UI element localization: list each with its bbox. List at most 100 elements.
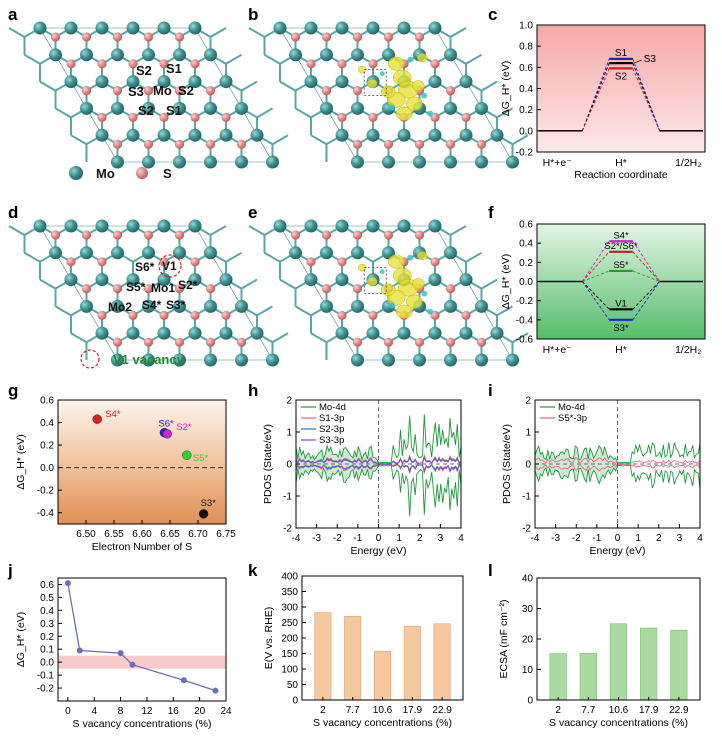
mo-atom <box>475 155 488 169</box>
mo-atom <box>351 101 364 115</box>
mo-atom <box>382 353 395 367</box>
bar <box>374 651 391 701</box>
s-atom <box>430 257 440 267</box>
x-tick-label: 4 <box>458 533 464 544</box>
site-label: S3 <box>128 84 144 99</box>
mo-atom <box>444 155 457 169</box>
s-atom <box>368 112 378 122</box>
mo-atom <box>428 219 442 233</box>
y-tick-label: 30 <box>522 604 534 615</box>
s-atom <box>174 230 185 240</box>
bond <box>23 251 41 263</box>
mo-atom <box>366 219 380 233</box>
y-axis-label: E(V vs. RHE) <box>263 607 275 669</box>
legend-mo-label: Mo <box>96 166 115 181</box>
chart-l: 2 7.7 10.6 17.9 22.9 0 10 20 30 40 S vacancy conce… <box>498 574 701 729</box>
y-tick-label: -2 <box>522 524 531 535</box>
structure-a <box>8 21 289 169</box>
connector-line <box>632 281 660 310</box>
bond <box>225 53 243 65</box>
s-atom <box>159 310 169 320</box>
x-tick-label: 6.65 <box>160 529 180 540</box>
panel-label-h: h <box>248 381 258 400</box>
connector-line <box>632 68 661 132</box>
s-atom <box>221 310 231 320</box>
mo-atom <box>157 128 171 142</box>
mo-atom <box>64 219 78 233</box>
mo-atom <box>289 246 302 260</box>
y-tick-label: 0.4 <box>40 418 54 429</box>
x-tick-label: 1 <box>635 533 641 544</box>
panel-label-j: j <box>7 561 13 580</box>
s-atom <box>174 86 185 96</box>
mo-atom <box>250 326 264 340</box>
vacancy-legend-label: V1 vacancy <box>113 352 185 367</box>
bond <box>70 332 88 344</box>
bond <box>511 134 529 146</box>
mo-atom <box>64 21 78 35</box>
s-atom <box>236 337 247 347</box>
y-tick-label: 0.0 <box>40 658 54 669</box>
charge-blob <box>381 85 396 98</box>
x-tick-label: 0 <box>615 533 621 544</box>
x-axis-label: Energy (eV) <box>350 545 406 557</box>
charge-blob <box>412 80 425 91</box>
site-label: S1 <box>166 61 182 76</box>
bar <box>609 623 628 701</box>
category-label: H*+e⁻ <box>543 157 573 169</box>
data-point <box>76 647 83 654</box>
chart-h: -2 -1 0 1 2 -4 -3 -2 -1 0 1 2 3 4 Energy (eV) PDOS (Sta… <box>262 396 464 558</box>
x-tick-label: 0 <box>65 706 71 717</box>
s-atom <box>290 32 301 42</box>
y-tick-label: 100 <box>281 665 298 676</box>
mo-atom <box>204 48 217 62</box>
vacancy-icon <box>80 349 100 369</box>
y-tick-label: 20 <box>522 635 534 646</box>
mo-atom <box>142 353 155 367</box>
s-atom <box>461 112 471 122</box>
mo-atom <box>80 299 93 313</box>
s-atom <box>321 86 332 96</box>
bond <box>279 278 297 290</box>
y-axis-label: PDOS (State/eV) <box>262 424 274 504</box>
bond <box>39 80 57 92</box>
y-tick-label: 150 <box>281 649 298 660</box>
data-point <box>212 687 219 694</box>
connector-line <box>582 251 610 282</box>
s-atom <box>143 86 154 96</box>
charge-depletion <box>421 92 428 99</box>
mo-atom <box>80 246 93 260</box>
optimal-band <box>58 655 226 669</box>
category-label: 2 <box>555 705 561 716</box>
s-atom <box>445 284 456 294</box>
s-atom <box>112 86 123 96</box>
s-atom <box>205 284 216 294</box>
mo-atom <box>126 219 140 233</box>
s-atom <box>97 112 107 122</box>
s-atom <box>143 230 154 240</box>
panel-label-i: i <box>488 381 493 400</box>
y-tick-label: -0.1 <box>37 671 55 682</box>
legend-s-label: S <box>163 166 172 181</box>
s-atom <box>205 86 216 96</box>
mo-atom <box>397 219 411 233</box>
bond <box>465 53 483 65</box>
charge-blob <box>396 106 413 121</box>
x-tick-label: 16 <box>168 706 180 717</box>
y-tick-label: -1 <box>522 492 531 503</box>
panel-label-c: c <box>488 5 497 24</box>
category-label: 22.9 <box>432 705 452 716</box>
panel-label-e: e <box>248 203 257 222</box>
mo-atom <box>459 75 473 89</box>
legend-label: Mo-4d <box>319 402 346 413</box>
s-atom <box>383 139 394 149</box>
mo-atom <box>413 155 426 169</box>
s-atom <box>414 139 425 149</box>
data-point <box>117 650 124 657</box>
mo-atom <box>204 299 217 313</box>
bar <box>579 653 597 701</box>
mo-atom <box>219 75 233 89</box>
mo-atom <box>111 246 124 260</box>
bond <box>256 107 274 119</box>
connector-line <box>581 281 610 321</box>
